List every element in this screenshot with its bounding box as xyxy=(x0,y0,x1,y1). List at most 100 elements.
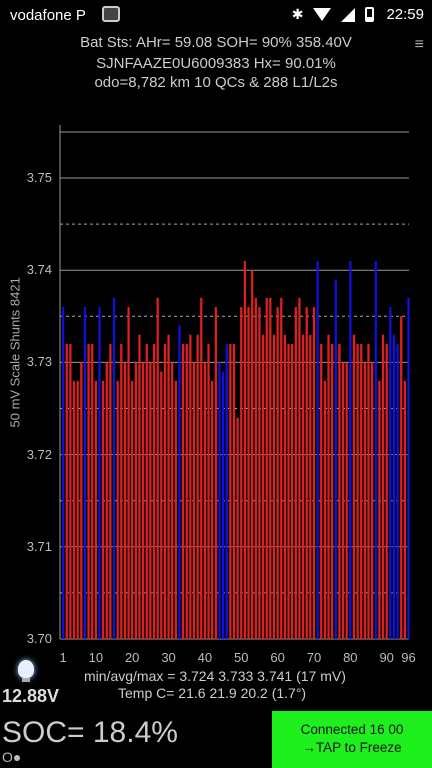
y-tick-label: 3.72 xyxy=(26,446,52,462)
app-notification-icon xyxy=(102,6,120,22)
bar-cell-48 xyxy=(232,343,236,639)
x-tick-label: 10 xyxy=(88,650,104,665)
bar-cell-43 xyxy=(214,307,217,639)
bar-cell-45 xyxy=(221,371,225,639)
bar-cell-8 xyxy=(87,343,90,639)
bar-cell-92 xyxy=(392,334,396,639)
bar-cell-77 xyxy=(338,343,341,639)
bar-cell-14 xyxy=(109,343,112,639)
x-tick-label: 70 xyxy=(306,650,322,665)
bar-cell-47 xyxy=(229,343,232,639)
y-tick-label: 3.73 xyxy=(26,354,52,370)
bar-cell-79 xyxy=(345,362,348,639)
aux-battery-voltage: 12.88V xyxy=(2,686,60,706)
bar-cell-30 xyxy=(167,334,170,639)
bar-cell-25 xyxy=(149,362,152,639)
soc-sub-indicator: O● xyxy=(2,749,22,765)
connect-freeze-button[interactable]: Connected 16 00 →TAP to Freeze xyxy=(272,711,432,768)
bar-cell-39 xyxy=(200,297,203,639)
x-tick-label: 20 xyxy=(124,650,140,665)
y-tick-label: 3.70 xyxy=(26,631,52,646)
bar-cell-1 xyxy=(62,307,65,639)
bar-cell-29 xyxy=(163,343,167,639)
tap-to-freeze-label: →TAP to Freeze xyxy=(302,740,402,755)
x-tick-label: 30 xyxy=(161,650,176,665)
bar-cell-42 xyxy=(211,380,214,639)
bar-cell-53 xyxy=(251,270,254,639)
min-avg-max-stats: min/avg/max = 3.724 3.733 3.741 (17 mV) xyxy=(84,668,346,684)
bar-cell-80 xyxy=(349,260,352,639)
x-tick-label: 1 xyxy=(59,650,67,665)
bulb-icon[interactable] xyxy=(18,660,34,678)
battery-icon xyxy=(365,7,375,22)
bar-cell-35 xyxy=(185,343,188,639)
temperature-stats: Temp C= 21.6 21.9 20.2 (1.7°) xyxy=(118,685,307,701)
bar-cell-85 xyxy=(367,343,370,639)
bar-cell-23 xyxy=(141,362,145,639)
bar-cell-44 xyxy=(218,362,221,639)
bar-cell-15 xyxy=(112,297,116,639)
wifi-icon xyxy=(313,8,332,21)
bar-cell-81 xyxy=(352,334,356,639)
bar-cell-71 xyxy=(316,260,319,639)
bar-cell-86 xyxy=(371,362,374,639)
bar-cell-9 xyxy=(91,343,94,639)
bar-cell-46 xyxy=(225,343,228,639)
bar-cell-5 xyxy=(76,380,79,639)
bar-cell-95 xyxy=(403,380,406,639)
cell-voltage-chart[interactable] xyxy=(0,0,432,660)
odometer-line: odo=8,782 km 10 QCs & 288 L1/L2s xyxy=(94,74,338,91)
bar-cell-50 xyxy=(240,307,243,639)
bar-cell-78 xyxy=(341,362,345,639)
bar-cell-17 xyxy=(120,343,123,639)
bulb-base xyxy=(22,678,30,682)
bar-cell-36 xyxy=(189,334,192,639)
bar-cell-64 xyxy=(291,343,294,639)
y-tick-label: 3.74 xyxy=(26,262,52,278)
bar-cell-11 xyxy=(98,307,101,639)
bar-cell-59 xyxy=(272,334,276,639)
x-tick-label: 96 xyxy=(401,650,416,665)
vin-line: SJNFAAZE0U6009383 Hx= 90.01% xyxy=(96,55,336,72)
bar-cell-91 xyxy=(389,307,392,639)
bar-cell-94 xyxy=(400,316,403,639)
x-tick-label: 80 xyxy=(343,650,358,665)
bar-cell-83 xyxy=(360,343,363,639)
bar-cell-76 xyxy=(334,279,337,639)
bar-cell-38 xyxy=(196,334,199,639)
bar-cell-6 xyxy=(80,362,83,639)
bar-cell-27 xyxy=(156,297,159,639)
bar-cell-70 xyxy=(312,307,316,639)
bar-cell-19 xyxy=(127,307,130,639)
clock: 22:59 xyxy=(386,6,424,23)
bar-cell-84 xyxy=(363,362,366,639)
bar-cell-51 xyxy=(243,260,247,639)
system-icons: ✱ 22:59 xyxy=(292,6,424,23)
bar-cell-54 xyxy=(254,297,257,639)
bar-cell-63 xyxy=(287,343,290,639)
bar-cell-10 xyxy=(94,380,97,639)
soc-readout: SOC= 18.4% xyxy=(2,716,178,749)
bar-cell-82 xyxy=(356,343,359,639)
bar-cell-74 xyxy=(327,334,330,639)
bar-cell-55 xyxy=(258,307,261,639)
bar-cell-20 xyxy=(131,380,134,639)
bar-cell-34 xyxy=(181,343,185,639)
bar-cell-57 xyxy=(265,297,268,639)
menu-icon[interactable]: ≡ xyxy=(414,36,424,53)
bar-cell-87 xyxy=(374,260,377,639)
connect-status-label: Connected 16 00 xyxy=(300,722,404,737)
bar-cell-13 xyxy=(105,362,108,639)
bar-cell-41 xyxy=(207,343,210,639)
bar-cell-73 xyxy=(323,380,327,639)
bar-cell-56 xyxy=(261,334,265,639)
bar-cell-52 xyxy=(247,307,250,639)
bluetooth-icon: ✱ xyxy=(291,6,304,22)
x-tick-label: 90 xyxy=(379,650,394,665)
bar-cell-65 xyxy=(294,307,297,639)
bar-cell-3 xyxy=(69,343,72,639)
bar-cell-4 xyxy=(72,380,76,639)
bar-cell-62 xyxy=(283,334,287,639)
bar-cell-16 xyxy=(116,380,119,639)
bar-cell-49 xyxy=(236,417,239,639)
